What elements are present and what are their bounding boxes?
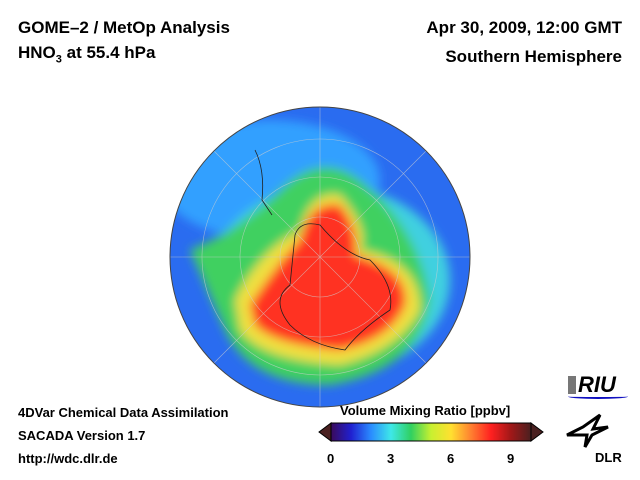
colorbar-min-arrow bbox=[318, 422, 332, 442]
colorbar-tick-label: 3 bbox=[387, 451, 395, 466]
riu-logo: RIU bbox=[568, 372, 628, 399]
footer-url[interactable]: http://wdc.dlr.de bbox=[18, 451, 118, 466]
colorbar-tick-label: 0 bbox=[327, 451, 335, 466]
dlr-logo-icon bbox=[566, 413, 609, 448]
footer-line-2: SACADA Version 1.7 bbox=[18, 428, 146, 443]
colorbar-tick-label: 9 bbox=[507, 451, 515, 466]
antarctica-coastline bbox=[279, 223, 392, 351]
region-label: Southern Hemisphere bbox=[445, 47, 622, 66]
dlr-logo-text: DLR bbox=[595, 450, 622, 465]
colorbar-tick-label: 6 bbox=[447, 451, 455, 466]
graticule bbox=[170, 107, 470, 407]
map-title: GOME–2 / MetOp Analysis bbox=[18, 18, 230, 37]
colorbar-title: Volume Mixing Ratio [ppbv] bbox=[340, 403, 511, 418]
colorbar bbox=[318, 422, 544, 442]
south-america-coastline bbox=[254, 149, 273, 216]
colorbar-max-arrow bbox=[530, 422, 544, 442]
datetime-label: Apr 30, 2009, 12:00 GMT bbox=[426, 18, 622, 37]
footer-line-1: 4DVar Chemical Data Assimilation bbox=[18, 405, 229, 420]
species-label: HNO3 at 55.4 hPa bbox=[18, 43, 156, 66]
colorbar-gradient bbox=[330, 422, 532, 442]
